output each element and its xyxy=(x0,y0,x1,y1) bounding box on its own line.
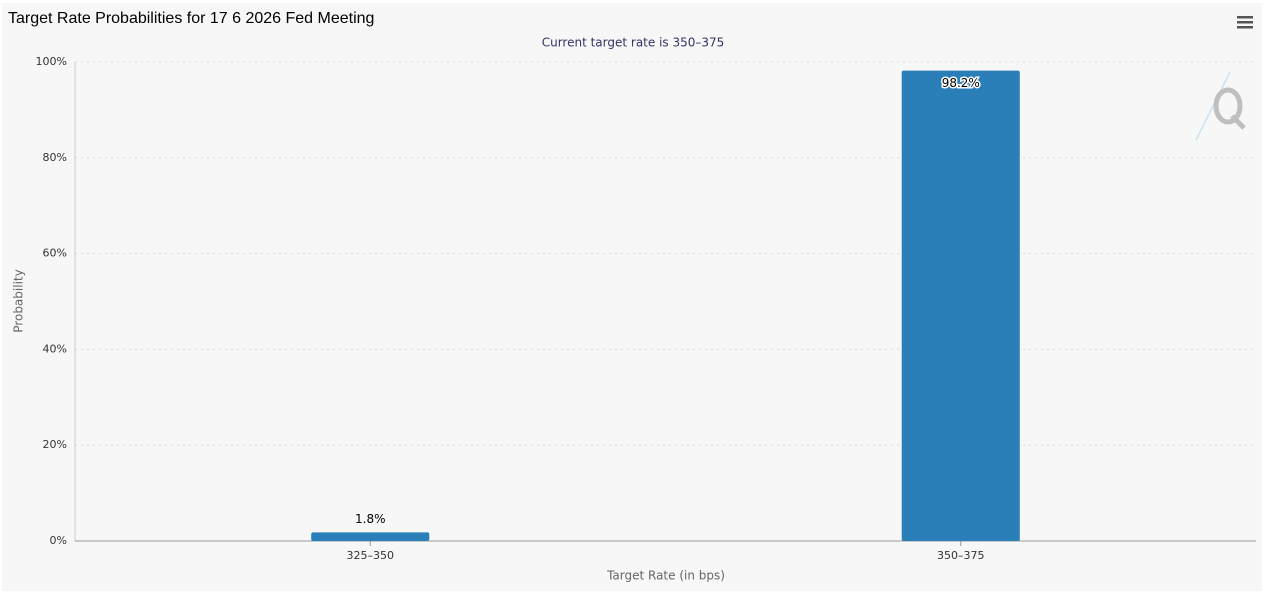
y-tick-label: 100% xyxy=(36,55,67,68)
data-label: 98.2% xyxy=(942,76,980,90)
data-label: 1.8% xyxy=(355,512,386,526)
y-tick-label: 80% xyxy=(43,151,67,164)
logo-q xyxy=(1213,87,1243,125)
y-tick-label: 40% xyxy=(43,342,67,355)
chart-title: Target Rate Probabilities for 17 6 2026 … xyxy=(8,10,374,27)
menu-line xyxy=(1237,21,1253,24)
x-axis-title: Target Rate (in bps) xyxy=(606,569,725,583)
y-tick-label: 60% xyxy=(43,247,67,260)
bar xyxy=(311,532,430,541)
chart-background xyxy=(2,3,1262,591)
logo-q-tail xyxy=(1230,114,1246,130)
menu-button[interactable] xyxy=(1237,16,1253,29)
chart-subtitle: Current target rate is 350–375 xyxy=(542,36,725,50)
y-tick-label: 20% xyxy=(43,438,67,451)
y-tick-label: 0% xyxy=(50,534,67,547)
x-tick-label: 350–375 xyxy=(937,549,985,562)
menu-line xyxy=(1237,16,1253,19)
bar xyxy=(901,70,1020,541)
menu-line xyxy=(1237,26,1253,29)
x-tick-label: 325–350 xyxy=(347,549,395,562)
logo-watermark xyxy=(1195,71,1246,141)
y-axis-title: Probability xyxy=(12,269,26,332)
